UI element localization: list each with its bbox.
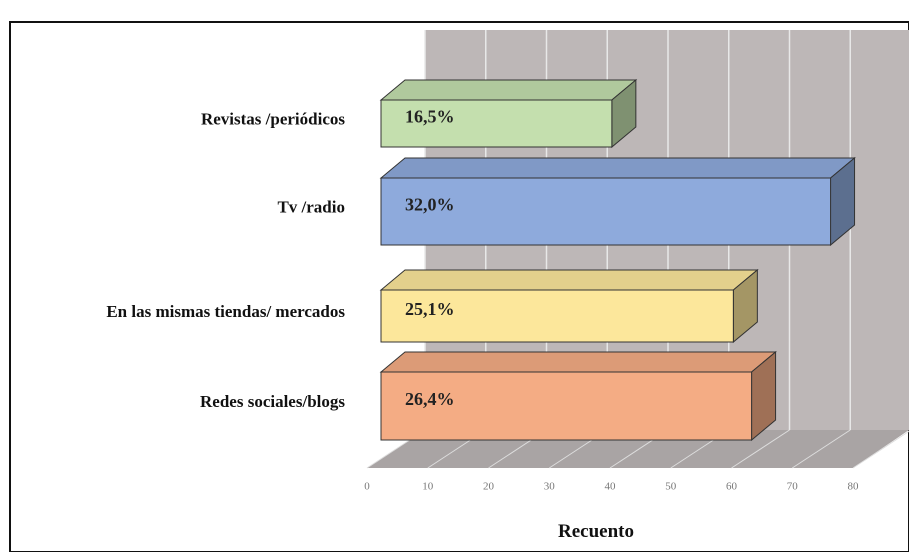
bar — [380, 289, 734, 343]
x-tick-label: 40 — [605, 481, 617, 493]
floor-line — [731, 429, 790, 469]
x-tick-label: 80 — [848, 481, 860, 493]
x-tick-label: 60 — [726, 481, 738, 493]
x-axis-title: Recuento — [558, 521, 634, 542]
category-label: Redes sociales/blogs — [200, 392, 345, 411]
bar — [380, 99, 613, 148]
bar-top — [379, 157, 856, 179]
data-label: 25,1% — [405, 299, 455, 319]
floor-line — [852, 430, 909, 469]
data-label: 32,0% — [405, 195, 455, 215]
floor-line — [791, 429, 851, 469]
x-tick-label: 10 — [422, 481, 434, 493]
bar-top — [379, 351, 777, 373]
category-label: En las mismas tiendas/ mercados — [106, 302, 345, 321]
x-tick-label: 70 — [787, 481, 799, 493]
x-tick-label: 50 — [665, 481, 677, 493]
bar — [380, 371, 753, 441]
bar-top — [379, 79, 638, 101]
x-tick-label: 30 — [544, 481, 556, 493]
data-label: 26,4% — [405, 389, 455, 409]
category-label: Tv /radio — [277, 197, 345, 216]
data-label: 16,5% — [405, 107, 455, 127]
bar — [380, 177, 832, 246]
bar-top — [379, 269, 759, 291]
x-tick-label: 20 — [483, 481, 495, 493]
category-label: Revistas /periódicos — [201, 109, 345, 128]
x-tick-label: 0 — [364, 481, 370, 493]
